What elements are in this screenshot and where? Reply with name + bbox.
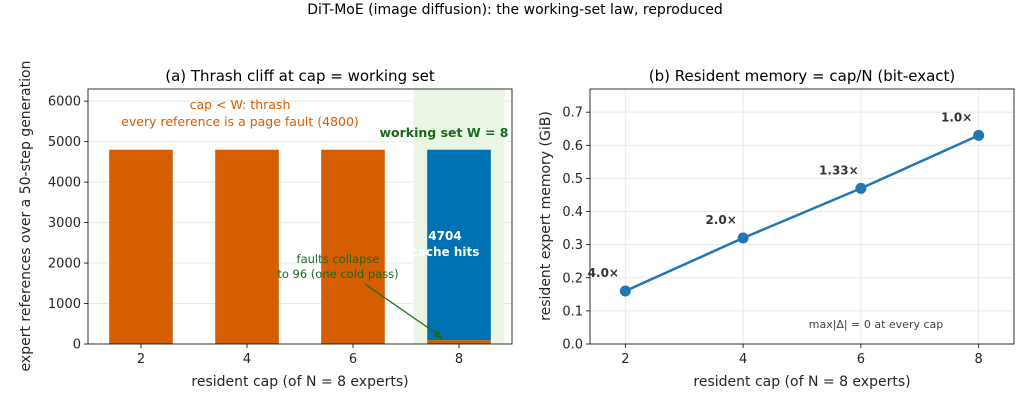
thrash-annotation-line2: every reference is a page fault (4800): [121, 114, 359, 129]
panel-b-ytick-label: 0.2: [562, 271, 583, 286]
max-delta-note: max|Δ| = 0 at every cap: [809, 318, 944, 331]
panel-a-x-ticks: 2 4 6 8: [137, 344, 463, 367]
panel-a-ytick-label: 5000: [48, 135, 81, 150]
panel-b-xtick-label: 2: [621, 352, 629, 367]
bar-faults-cap-8: [427, 340, 491, 344]
panel-a-bars: [109, 149, 491, 344]
panel-a-xtick-label: 2: [137, 352, 145, 367]
panel-a-xtick-label: 6: [349, 352, 357, 367]
memory-point-cap-2: [619, 285, 631, 297]
panel-a-xlabel: resident cap (of N = 8 experts): [191, 374, 408, 390]
memory-point-cap-4: [737, 232, 749, 244]
hits-value-label: 4704: [428, 229, 461, 243]
compression-label-cap-8: 1.0×: [941, 110, 972, 124]
collapse-annotation-line1: faults collapse: [297, 252, 380, 266]
panel-b-grid: [590, 89, 1014, 345]
panel-b-xtick-label: 4: [739, 352, 747, 367]
hits-text-label: cache hits: [411, 245, 480, 259]
panel-b-points: 4.0× 2.0× 1.33× 1.0×: [588, 110, 985, 297]
panel-a-ytick-label: 6000: [48, 95, 81, 110]
panel-b-x-ticks: 2 4 6 8: [621, 344, 983, 367]
panel-b-ytick-label: 0.1: [562, 304, 583, 319]
panel-a-ylabel: expert references over a 50-step generat…: [18, 61, 34, 372]
panel-a-ytick-label: 3000: [48, 216, 81, 231]
collapse-arrowhead: [433, 330, 443, 339]
suptitle: DiT-MoE (image diffusion): the working-s…: [307, 2, 723, 18]
panel-a-bar-chart: (a) Thrash cliff at cap = working set 0 1…: [18, 61, 513, 390]
panel-b-xlabel: resident cap (of N = 8 experts): [693, 374, 910, 390]
panel-a-xtick-label: 8: [455, 352, 463, 367]
thrash-annotation-line1: cap < W: thrash: [190, 97, 291, 112]
panel-b-frame: [589, 88, 1015, 345]
panel-a-ytick-label: 1000: [48, 297, 81, 312]
panel-b-xtick-label: 6: [857, 352, 865, 367]
panel-b-line-chart: (b) Resident memory = cap/N (bit-exact) …: [538, 67, 1015, 390]
memory-point-cap-6: [855, 182, 867, 194]
panel-b-ylabel: resident expert memory (GiB): [538, 111, 554, 321]
panel-b-ytick-label: 0.4: [562, 205, 583, 220]
compression-label-cap-6: 1.33×: [819, 163, 859, 177]
panel-a-ytick-label: 4000: [48, 176, 81, 191]
bar-faults-cap-4: [215, 149, 279, 344]
collapse-arrow: [364, 283, 441, 337]
bar-hits-cap-8: [427, 149, 491, 341]
panel-a-ytick-label: 0: [73, 338, 81, 353]
memory-point-cap-8: [973, 129, 985, 141]
panel-b-title: (b) Resident memory = cap/N (bit-exact): [649, 67, 956, 85]
panel-b-ytick-label: 0.3: [562, 238, 583, 253]
panel-a-frame: [87, 88, 513, 345]
panel-b-ytick-label: 0.5: [562, 172, 583, 187]
panel-b-xtick-label: 8: [975, 352, 983, 367]
panel-b-ytick-label: 0.6: [562, 139, 583, 154]
bar-faults-cap-6: [321, 149, 385, 344]
panel-b-y-ticks: 0.0 0.1 0.2 0.3 0.4 0.5 0.6 0.7: [562, 106, 590, 353]
panel-a-ytick-label: 2000: [48, 257, 81, 272]
bar-faults-cap-2: [109, 149, 173, 344]
panel-a-y-ticks: 0 1000 2000 3000 4000 5000 6000: [48, 95, 88, 353]
collapse-annotation-line2: to 96 (one cold pass): [277, 267, 398, 281]
compression-label-cap-4: 2.0×: [705, 213, 736, 227]
memory-series-line: [624, 134, 980, 293]
panel-a-title: (a) Thrash cliff at cap = working set: [165, 67, 435, 85]
working-set-label: working set W = 8: [379, 125, 508, 140]
compression-label-cap-2: 4.0×: [588, 266, 619, 280]
panel-a-xtick-label: 4: [243, 352, 251, 367]
panel-b-ytick-label: 0.0: [562, 338, 583, 353]
panel-b-ytick-label: 0.7: [562, 106, 583, 121]
